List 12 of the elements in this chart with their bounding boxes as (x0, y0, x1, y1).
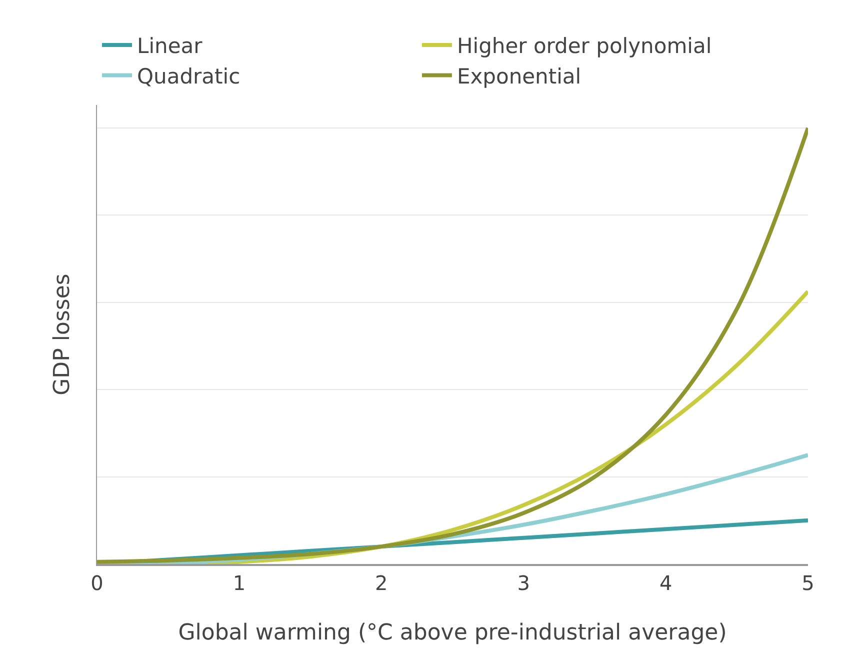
x-tick-label: 0 (90, 571, 104, 595)
legend-label: Linear (137, 34, 203, 58)
y-axis-title: GDP losses (50, 274, 75, 396)
x-tick-label: 4 (659, 571, 672, 595)
x-tick-label: 1 (232, 571, 246, 595)
x-tick-label: 5 (802, 571, 814, 595)
legend-label: Higher order polynomial (456, 34, 712, 58)
x-axis-title: Global warming (°C above pre-industrial average) (178, 620, 727, 646)
legend-label: Exponential (456, 64, 582, 88)
legend-label: Quadratic (137, 64, 240, 88)
x-tick-label: 3 (517, 571, 530, 595)
x-tick-label: 2 (375, 571, 388, 595)
